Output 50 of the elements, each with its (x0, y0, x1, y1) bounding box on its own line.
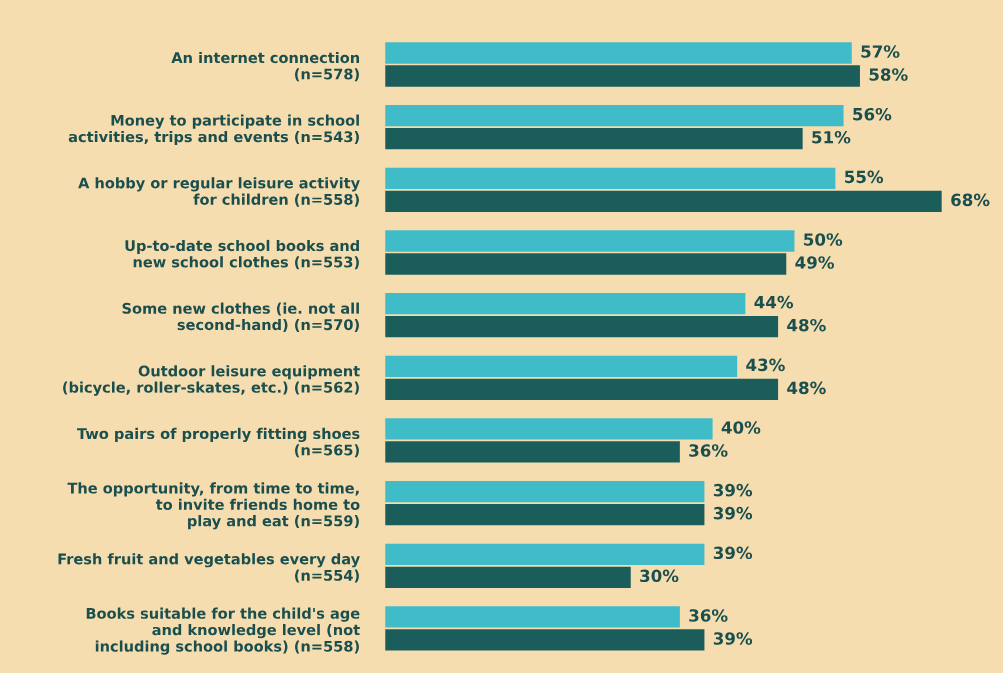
bar (385, 316, 779, 338)
y-tick-label: Fresh fruit and vegetables every day (n=554) (58, 553, 360, 583)
bar (385, 503, 705, 526)
data-label: 68% (951, 193, 990, 207)
data-label: 40% (721, 421, 761, 434)
data-label: 36% (689, 444, 728, 457)
bar (385, 65, 860, 87)
bar (385, 167, 836, 189)
y-tick-label: Some new clothes (ie. not all second-hand) (n=570) (122, 302, 359, 332)
bar (385, 355, 738, 377)
bar (385, 566, 631, 588)
data-label: 39% (713, 506, 753, 520)
bar (385, 606, 680, 628)
data-label: 55% (845, 170, 884, 184)
y-tick-label: Two pairs of properly fitting shoes (n=565) (77, 427, 360, 458)
bar (385, 253, 787, 275)
bar (385, 418, 713, 440)
bar (385, 543, 705, 565)
data-label: 58% (869, 68, 908, 81)
bar (385, 441, 680, 463)
y-tick-label: The opportunity, from time to time, to invite friends home to play and eat (n=559) (67, 482, 360, 530)
bar (385, 480, 705, 503)
data-label: 49% (795, 256, 834, 269)
data-label: 51% (812, 130, 851, 144)
data-label: 36% (689, 609, 728, 622)
y-tick-label: Outdoor leisure equipment (bicycle, roller-skates, etc.) (n=562) (63, 365, 360, 396)
bar (385, 128, 803, 150)
data-label: 56% (853, 107, 892, 121)
data-label: 39% (713, 483, 753, 497)
y-tick-label: Up-to-date school books and new school clothes (n=553) (125, 239, 359, 270)
data-label: 44% (754, 295, 794, 309)
data-label: 30% (640, 569, 679, 583)
bar (385, 292, 746, 315)
data-label: 39% (713, 632, 753, 645)
y-tick-label: An internet connection (n=578) (171, 51, 360, 82)
data-label: 39% (713, 546, 753, 560)
bar (385, 105, 844, 127)
data-label: 48% (787, 381, 826, 395)
bar (385, 190, 942, 212)
bar (385, 629, 705, 651)
bar (385, 230, 795, 252)
data-label: 43% (746, 358, 785, 372)
bar (385, 42, 852, 64)
bar (385, 378, 779, 400)
data-label: 48% (787, 318, 826, 332)
y-tick-label: Books suitable for the child's age and knowledge level (not including school books) (n=558) (86, 607, 360, 655)
data-label: 57% (861, 45, 900, 58)
data-label: 50% (804, 233, 843, 246)
y-tick-label: Money to participate in school activities, trips and events (n=543) (68, 114, 359, 146)
y-tick-label: A hobby or regular leisure activity for children (n=558) (78, 177, 360, 207)
